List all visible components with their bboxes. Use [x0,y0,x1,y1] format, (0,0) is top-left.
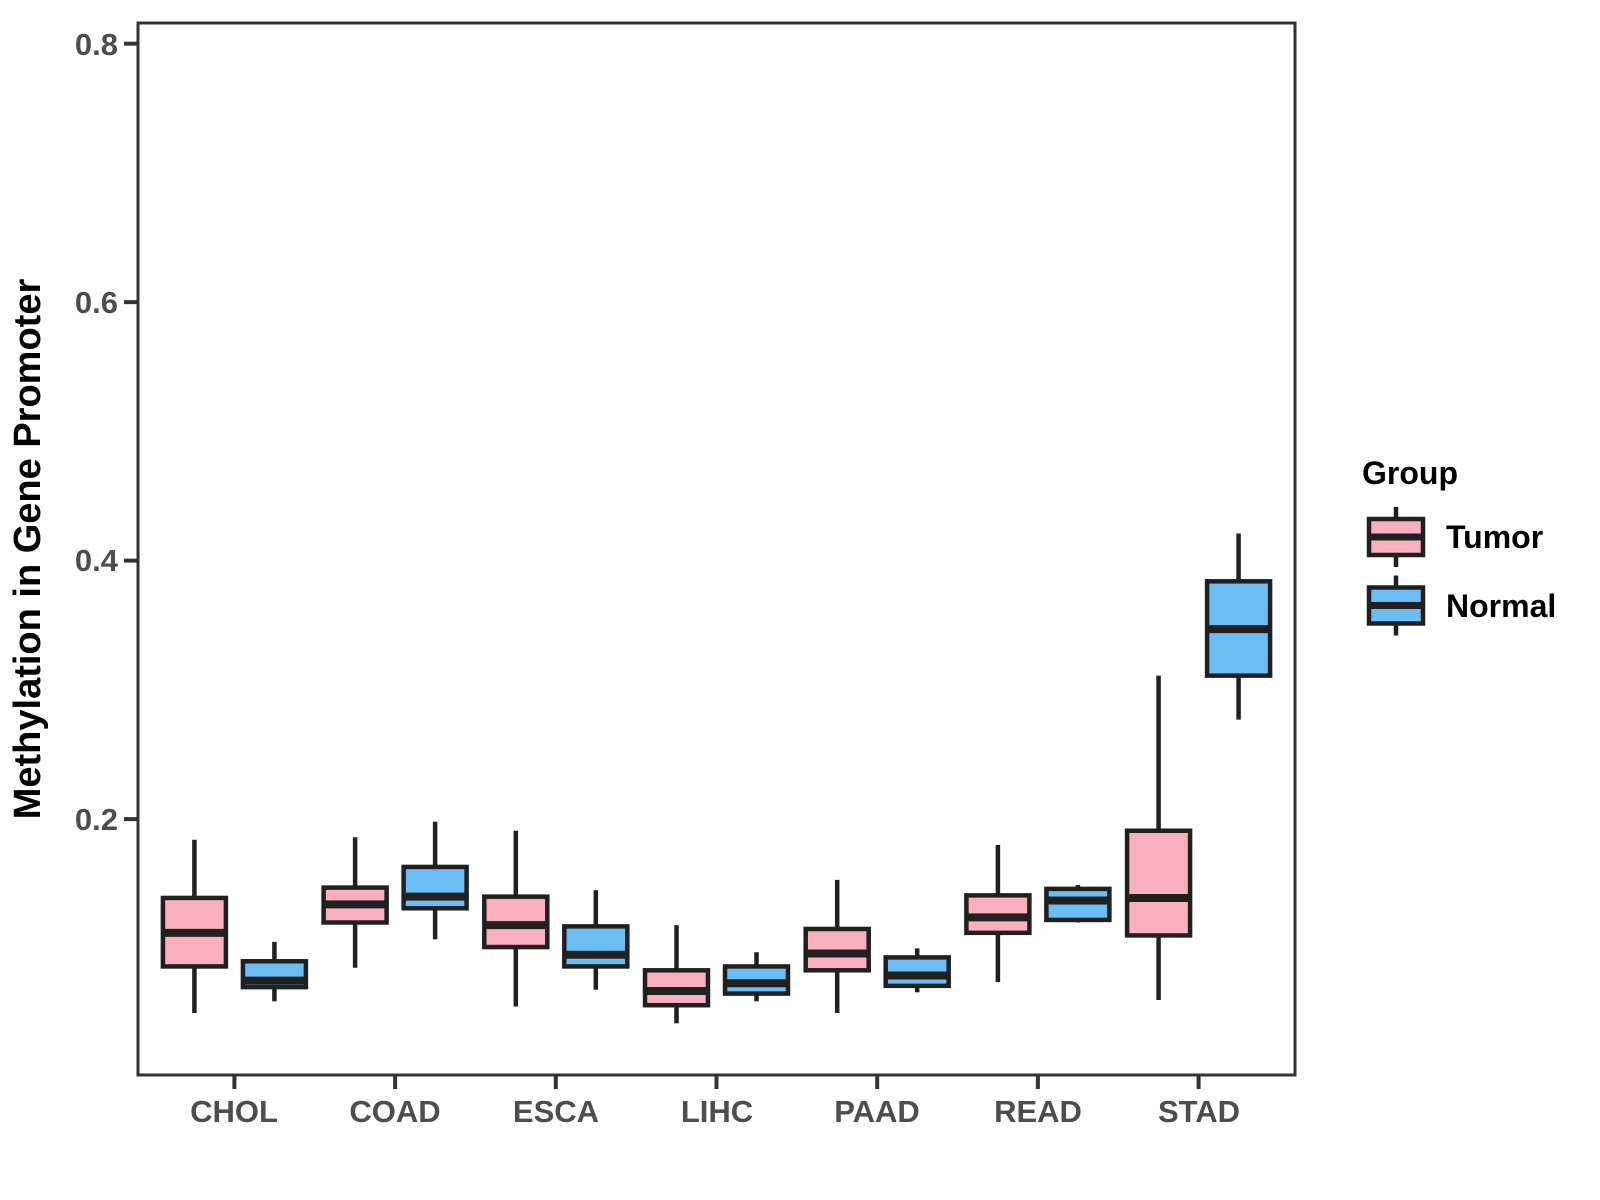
x-tick-label-stad: STAD [1158,1094,1240,1129]
plot-panel-border [136,21,1297,1077]
x-tick-label-read: READ [994,1094,1082,1129]
y-tick-label-0.6: 0.6 [75,285,118,320]
plot-marks [124,41,1426,1089]
legend-label-normal: Normal [1446,588,1556,624]
x-tick-label-esca: ESCA [513,1094,599,1129]
box-STAD-tumor [1124,828,1193,938]
legend-title: Group [1362,455,1458,491]
box-COAD-normal [401,864,469,911]
x-tick-label-paad: PAAD [834,1094,920,1129]
y-axis-title: Methylation in Gene Promoter [7,279,49,820]
y-tick-label-0.2: 0.2 [75,802,118,837]
legend-label-tumor: Tumor [1446,519,1543,555]
y-tick-label-0.4: 0.4 [75,543,119,578]
y-tick-label-0.8: 0.8 [75,27,118,62]
x-tick-label-chol: CHOL [190,1094,278,1129]
x-tick-label-coad: COAD [349,1094,440,1129]
x-tick-label-lihc: LIHC [681,1094,753,1129]
box-ESCA-normal [562,924,630,969]
